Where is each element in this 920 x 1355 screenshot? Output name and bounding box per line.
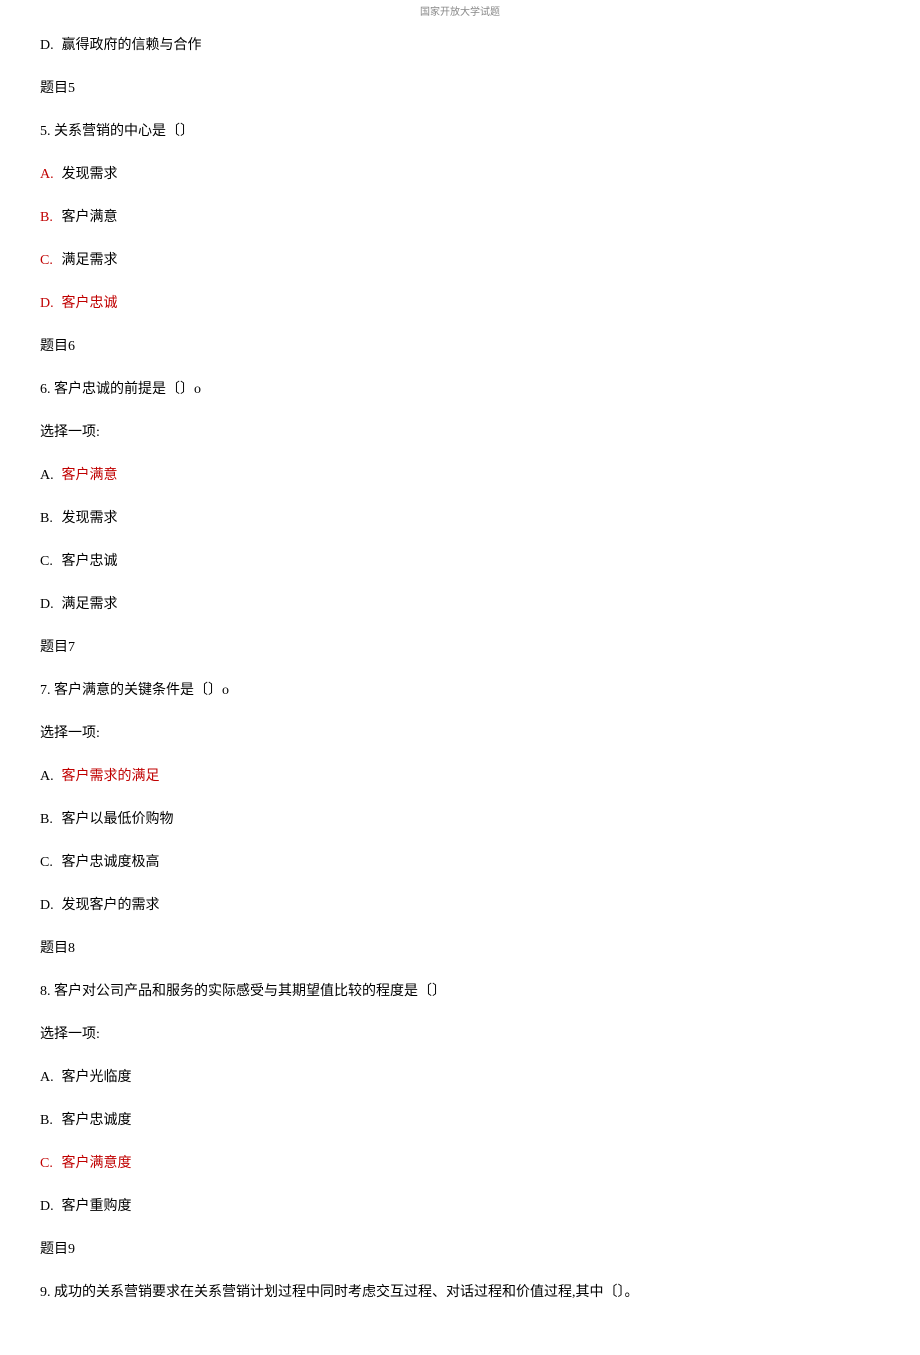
option-text: 赢得政府的信赖与合作 <box>62 38 202 53</box>
answer-option: D. 赢得政府的信赖与合作 <box>40 35 880 56</box>
question-heading: 题目8 <box>40 938 880 959</box>
answer-option: B. 客户忠诚度 <box>40 1110 880 1131</box>
option-label: D. <box>40 35 58 56</box>
option-text: 客户忠诚 <box>62 554 118 569</box>
option-label: A. <box>40 766 58 787</box>
answer-option: C. 客户满意度 <box>40 1153 880 1174</box>
answer-option: B. 客户满意 <box>40 207 880 228</box>
answer-option: D. 发现客户的需求 <box>40 895 880 916</box>
answer-option: D. 客户重购度 <box>40 1196 880 1217</box>
option-text: 客户重购度 <box>62 1199 132 1214</box>
question-heading: 题目9 <box>40 1239 880 1260</box>
question-text: 9. 成功的关系营销要求在关系营销计划过程中同时考虑交互过程、对话过程和价值过程… <box>40 1282 880 1303</box>
page-header: 国家开放大学试题 <box>40 5 880 20</box>
question-text: 6. 客户忠诚的前提是〔〕o <box>40 379 880 400</box>
answer-option: A. 客户满意 <box>40 465 880 486</box>
option-text: 客户忠诚度极高 <box>62 855 160 870</box>
answer-option: C. 客户忠诚 <box>40 551 880 572</box>
option-text: 客户忠诚 <box>62 296 118 311</box>
answer-option: B. 发现需求 <box>40 508 880 529</box>
option-text: 客户满意 <box>62 210 118 225</box>
answer-option: C. 客户忠诚度极高 <box>40 852 880 873</box>
option-label: B. <box>40 809 58 830</box>
exam-content: D. 赢得政府的信赖与合作题目55. 关系营销的中心是〔〕A. 发现需求B. 客… <box>40 35 880 1303</box>
question-heading: 题目5 <box>40 78 880 99</box>
option-label: D. <box>40 1196 58 1217</box>
option-text: 客户以最低价购物 <box>62 812 174 827</box>
option-text: 客户满意度 <box>62 1156 132 1171</box>
answer-option: A. 客户光临度 <box>40 1067 880 1088</box>
option-label: C. <box>40 852 58 873</box>
option-label: D. <box>40 293 58 314</box>
option-text: 发现客户的需求 <box>62 898 160 913</box>
option-text: 客户需求的满足 <box>62 769 160 784</box>
option-label: C. <box>40 1153 58 1174</box>
option-text: 满足需求 <box>62 597 118 612</box>
option-text: 客户忠诚度 <box>62 1113 132 1128</box>
option-text: 客户光临度 <box>62 1070 132 1085</box>
instruction-text: 选择一项: <box>40 1024 880 1045</box>
option-text: 发现需求 <box>62 167 118 182</box>
option-label: D. <box>40 895 58 916</box>
option-label: C. <box>40 551 58 572</box>
question-text: 8. 客户对公司产品和服务的实际感受与其期望值比较的程度是〔〕 <box>40 981 880 1002</box>
option-label: C. <box>40 250 58 271</box>
answer-option: D. 客户忠诚 <box>40 293 880 314</box>
question-text: 5. 关系营销的中心是〔〕 <box>40 121 880 142</box>
option-text: 满足需求 <box>62 253 118 268</box>
option-label: B. <box>40 207 58 228</box>
option-label: A. <box>40 1067 58 1088</box>
option-text: 客户满意 <box>62 468 118 483</box>
instruction-text: 选择一项: <box>40 723 880 744</box>
option-text: 发现需求 <box>62 511 118 526</box>
question-heading: 题目7 <box>40 637 880 658</box>
option-label: A. <box>40 465 58 486</box>
answer-option: A. 发现需求 <box>40 164 880 185</box>
option-label: A. <box>40 164 58 185</box>
answer-option: A. 客户需求的满足 <box>40 766 880 787</box>
question-text: 7. 客户满意的关键条件是〔〕o <box>40 680 880 701</box>
answer-option: C. 满足需求 <box>40 250 880 271</box>
answer-option: D. 满足需求 <box>40 594 880 615</box>
option-label: D. <box>40 594 58 615</box>
instruction-text: 选择一项: <box>40 422 880 443</box>
option-label: B. <box>40 1110 58 1131</box>
option-label: B. <box>40 508 58 529</box>
question-heading: 题目6 <box>40 336 880 357</box>
answer-option: B. 客户以最低价购物 <box>40 809 880 830</box>
